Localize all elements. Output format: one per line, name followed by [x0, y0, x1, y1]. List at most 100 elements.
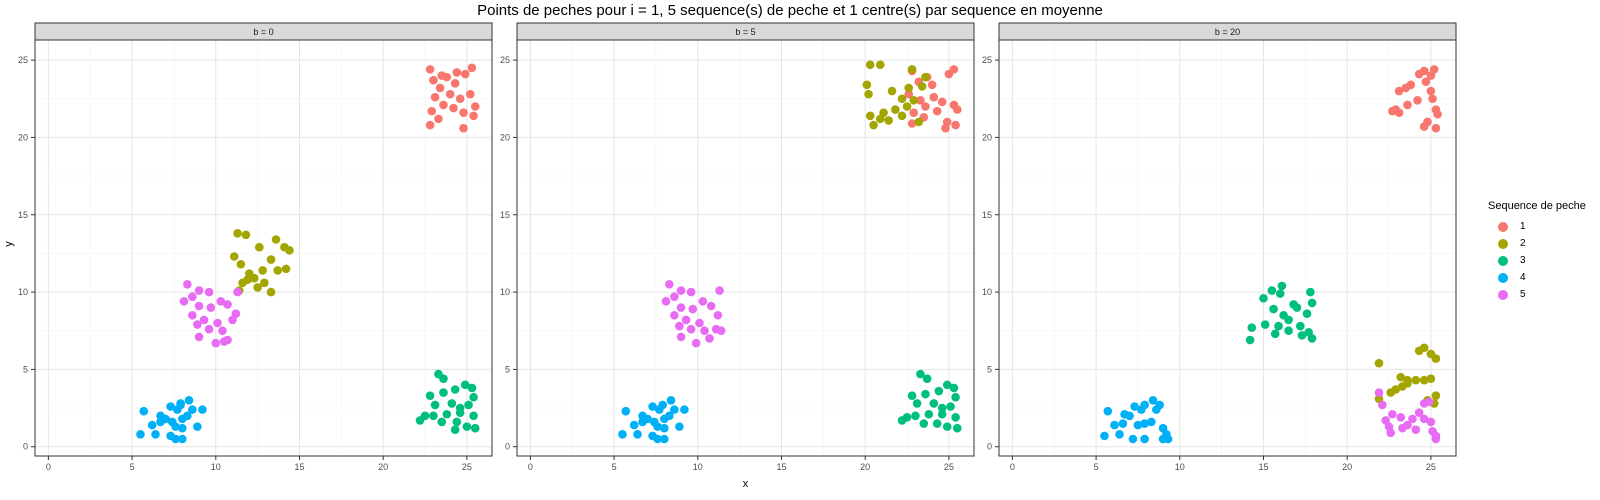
data-point-seq-2 [865, 60, 875, 70]
data-point-seq-3 [437, 417, 447, 427]
data-point-seq-3 [1267, 286, 1277, 295]
x-tick-label: 20 [1342, 462, 1352, 472]
data-point-seq-4 [1100, 431, 1109, 441]
data-point-seq-4 [621, 406, 631, 416]
data-point-seq-1 [450, 79, 460, 88]
x-tick-label: 15 [776, 462, 786, 472]
legend-title: Sequence de peche [1488, 200, 1586, 212]
x-tick-label: 25 [1426, 462, 1436, 472]
data-point-seq-3 [450, 425, 460, 435]
data-point-seq-3 [469, 392, 478, 402]
data-point-seq-3 [942, 380, 952, 390]
data-point-seq-1 [927, 80, 937, 90]
data-point-seq-5 [213, 318, 222, 328]
data-point-seq-5 [1386, 428, 1396, 438]
facet-strip [34, 22, 493, 41]
data-point-seq-3 [952, 423, 962, 433]
data-point-seq-5 [194, 301, 204, 311]
data-point-seq-4 [184, 396, 194, 405]
data-point-seq-3 [1307, 334, 1317, 343]
data-point-seq-3 [1269, 304, 1278, 314]
data-point-seq-3 [1277, 281, 1287, 291]
data-point-seq-5 [219, 337, 229, 346]
data-point-seq-5 [698, 297, 708, 306]
data-point-seq-3 [450, 385, 460, 394]
data-point-seq-3 [439, 388, 448, 397]
data-point-seq-3 [1292, 303, 1302, 312]
x-tick-label: 5 [1094, 462, 1099, 472]
data-point-seq-5 [194, 332, 204, 342]
data-point-seq-2 [864, 89, 873, 99]
data-point-seq-2 [907, 65, 917, 74]
data-point-seq-3 [1259, 293, 1268, 303]
data-point-seq-5 [1378, 400, 1387, 410]
facet-strip-label: b = 20 [1215, 27, 1240, 37]
data-point-seq-3 [1270, 329, 1280, 339]
facet-strip-label: b = 5 [735, 27, 755, 37]
data-point-seq-5 [228, 315, 237, 325]
x-tick-label: 15 [294, 462, 304, 472]
data-point-seq-4 [136, 430, 145, 439]
panel-background [999, 40, 1456, 456]
data-point-seq-3 [467, 383, 477, 393]
facet-strip-label: b = 0 [253, 27, 273, 37]
data-point-seq-3 [460, 380, 470, 390]
data-point-seq-4 [178, 434, 187, 444]
y-tick-label: 25 [982, 55, 992, 65]
y-tick-label: 15 [982, 210, 992, 220]
data-point-seq-5 [1426, 417, 1436, 427]
data-point-seq-3 [430, 400, 440, 410]
data-point-seq-5 [1411, 425, 1421, 435]
data-point-seq-1 [1401, 83, 1411, 93]
legend-item-2: 2 [1488, 235, 1586, 252]
data-point-seq-3 [934, 386, 944, 396]
data-point-seq-2 [865, 111, 875, 121]
data-point-seq-5 [691, 338, 701, 348]
y-tick-label: 25 [18, 55, 28, 65]
data-point-seq-4 [183, 411, 192, 421]
data-point-seq-5 [1388, 409, 1397, 419]
data-point-seq-3 [470, 423, 480, 433]
data-point-seq-1 [921, 102, 930, 111]
data-point-seq-2 [875, 114, 885, 124]
data-point-seq-2 [1411, 375, 1421, 385]
data-point-seq-5 [715, 286, 724, 295]
data-point-seq-5 [686, 324, 696, 334]
data-point-seq-5 [188, 292, 197, 302]
data-point-seq-3 [469, 411, 478, 421]
data-point-seq-3 [425, 391, 435, 400]
data-point-seq-1 [469, 111, 478, 121]
data-point-seq-4 [1125, 411, 1134, 421]
facet-strip [516, 22, 975, 41]
data-point-seq-4 [156, 417, 165, 427]
data-point-seq-4 [1118, 419, 1128, 428]
data-point-seq-1 [907, 119, 917, 128]
data-point-seq-3 [439, 374, 448, 383]
data-point-seq-1 [1394, 86, 1404, 96]
data-point-seq-4 [171, 422, 180, 431]
data-point-seq-3 [907, 391, 917, 400]
data-point-seq-3 [1284, 315, 1293, 325]
data-point-seq-5 [1408, 414, 1417, 424]
data-point-seq-3 [937, 409, 947, 419]
legend: Sequence de peche 1 2 3 4 5 [1488, 200, 1586, 303]
data-point-seq-3 [912, 399, 922, 408]
data-point-seq-5 [204, 287, 214, 297]
data-point-seq-2 [233, 229, 242, 238]
data-point-seq-3 [951, 413, 960, 422]
data-point-seq-4 [1128, 434, 1138, 444]
data-point-seq-4 [670, 405, 679, 414]
data-point-seq-1 [1428, 94, 1437, 104]
data-point-seq-5 [183, 280, 192, 289]
y-tick-label: 10 [18, 287, 28, 297]
chart-title: Points de peches pour i = 1, 5 sequence(… [477, 2, 1103, 19]
data-point-seq-1 [909, 108, 919, 117]
data-point-seq-5 [688, 304, 698, 314]
data-point-seq-5 [676, 303, 686, 312]
data-point-seq-1 [1419, 122, 1429, 131]
data-point-seq-3 [911, 411, 920, 421]
data-point-seq-3 [946, 402, 955, 411]
data-point-seq-2 [1426, 374, 1436, 383]
data-point-seq-2 [249, 273, 259, 283]
data-point-seq-5 [223, 300, 232, 309]
